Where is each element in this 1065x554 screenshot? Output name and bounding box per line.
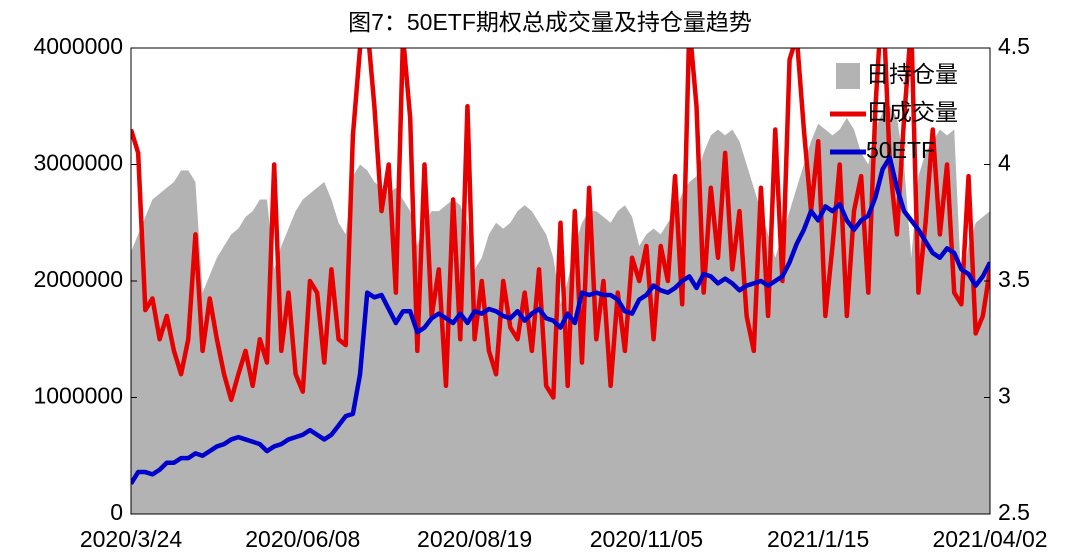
legend-label: 日持仓量 [866,61,958,87]
line [131,155,990,485]
y-tick-label: 2000000 [33,266,123,292]
y-tick-label: 3000000 [33,150,123,176]
legend-swatch [836,63,860,89]
y2-tick-label: 3 [998,383,1011,409]
area [131,106,990,514]
legend-label: 50ETF [866,137,935,163]
x-tick-label: 2020/3/24 [80,526,183,552]
x-tick-label: 2020/08/19 [417,526,532,552]
y-tick-label: 4000000 [33,33,123,59]
x-tick-label: 2021/04/02 [932,526,1047,552]
y2-tick-label: 3.5 [998,266,1030,292]
y-tick-label: 1000000 [33,383,123,409]
y2-tick-label: 4.5 [998,33,1030,59]
y2-tick-label: 4 [998,150,1011,176]
y-tick-label: 0 [110,499,123,525]
x-tick-label: 2020/06/08 [245,526,360,552]
line [131,48,990,403]
y2-tick-label: 2.5 [998,499,1030,525]
x-tick-label: 2021/1/15 [767,526,869,552]
chart-title: 图7：50ETF期权总成交量及持仓量趋势 [348,9,752,35]
legend-label: 日成交量 [866,99,958,125]
x-tick-label: 2020/11/05 [590,526,703,552]
plot-area [131,48,990,514]
